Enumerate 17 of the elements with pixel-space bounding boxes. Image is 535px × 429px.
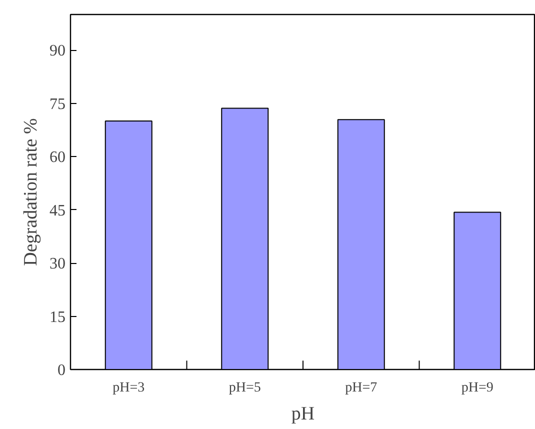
y-tick-label: 75 bbox=[50, 96, 66, 113]
y-tick-label: 15 bbox=[50, 308, 66, 326]
y-tick-label: 0 bbox=[58, 362, 66, 379]
x-tick-label: pH=7 bbox=[345, 380, 378, 396]
x-axis-title: pH bbox=[291, 404, 315, 424]
x-tick-label: pH=9 bbox=[461, 380, 494, 396]
y-tick-label: 30 bbox=[50, 256, 66, 272]
bar bbox=[104, 120, 152, 370]
x-tick-label: pH=5 bbox=[228, 380, 261, 396]
y-axis-title: Degradation rate % bbox=[20, 118, 42, 266]
y-tick-label: 90 bbox=[50, 42, 66, 60]
x-tick-label: pH=3 bbox=[112, 380, 145, 396]
bar bbox=[337, 119, 385, 370]
y-tick-label: 60 bbox=[50, 149, 66, 166]
y-tick-label: 45 bbox=[50, 202, 66, 220]
bar bbox=[221, 108, 269, 370]
bar bbox=[454, 212, 502, 370]
